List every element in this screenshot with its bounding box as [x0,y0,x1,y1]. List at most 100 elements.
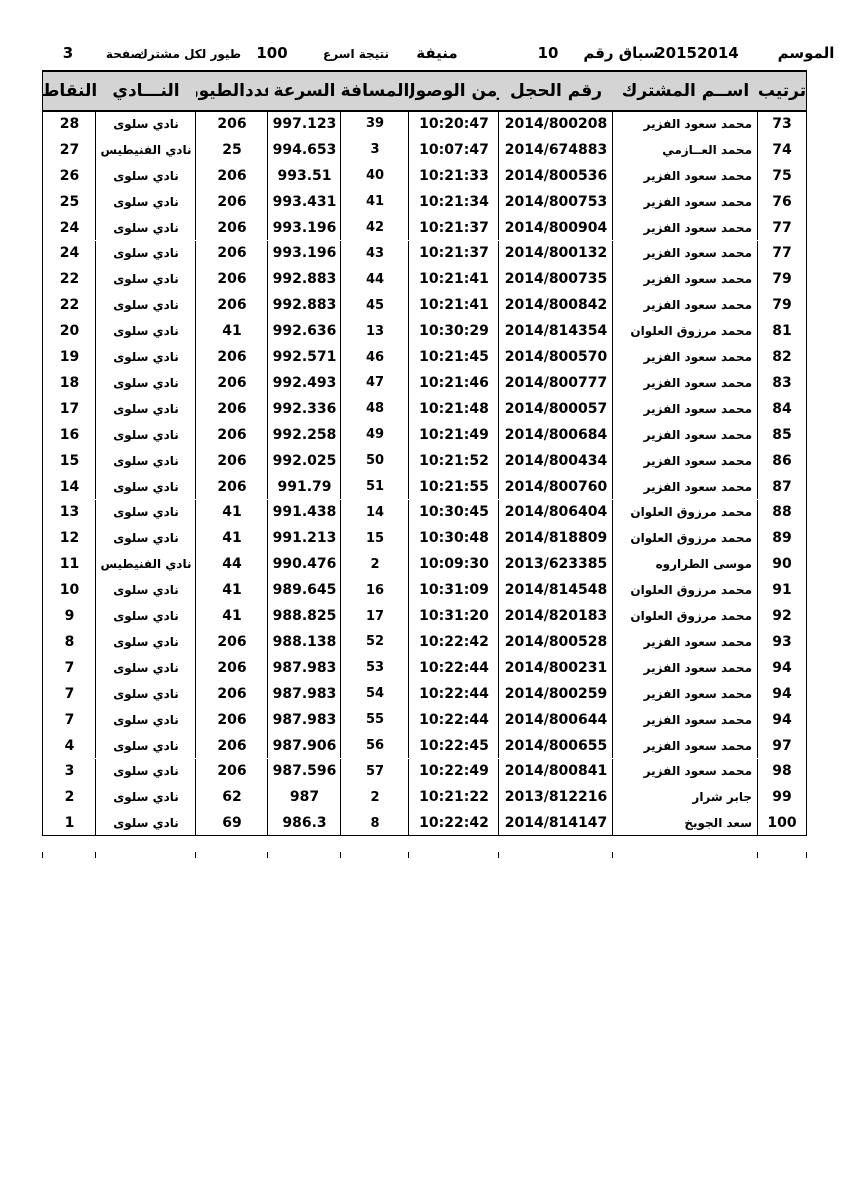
distance-cell: 43 [340,240,409,267]
distance-cell: 51 [340,473,409,500]
speed-cell: 992.883 [267,266,341,293]
distance-cell: 48 [340,395,409,422]
bird-count-cell: 206 [195,421,268,448]
club-cell: نادي سلوى [95,188,196,215]
rule-tick [408,852,409,858]
bird-count-cell: 69 [195,810,268,837]
speed-cell: 992.571 [267,344,341,370]
distance-cell: 44 [340,266,409,293]
speed-cell: 993.431 [267,188,341,215]
arrival-time-cell: 10:21:48 [408,395,499,422]
bird-count-cell: 206 [195,214,268,241]
speed-cell: 987.596 [267,758,341,785]
arrival-time-cell: 10:21:37 [408,240,499,267]
club-cell: نادي سلوى [95,732,196,759]
participant-cell: محمد سعود الفزير [612,214,758,241]
distance-cell: 50 [340,447,409,474]
distance-cell: 42 [340,214,409,241]
arrival-time-cell: 10:22:42 [408,810,499,837]
club-cell: نادي سلوى [95,214,196,241]
participant-cell: سعد الجويخ [612,810,758,837]
bird-count-cell: 41 [195,318,268,345]
participant-cell: محمد سعود الفزير [612,162,758,189]
arrival-time-cell: 10:30:45 [408,499,499,526]
bird-count-cell: 206 [195,395,268,422]
club-cell: نادي سلوى [95,603,196,629]
arrival-time-cell: 10:21:52 [408,447,499,474]
participant-cell: محمد سعود الفزير [612,292,758,319]
participant-cell: محمد سعود الفزير [612,654,758,681]
rule-tick [757,852,758,858]
ring-number-cell: 2014/674883 [498,136,613,163]
rule-tick [267,852,268,858]
column-header: زمن الوصول [408,70,499,112]
distance-cell: 53 [340,654,409,681]
club-cell: نادي سلوى [95,240,196,267]
bird-count-cell: 44 [195,551,268,578]
bird-count-cell: 206 [195,111,268,137]
ring-number-cell: 2014/800208 [498,111,613,137]
club-cell: نادي سلوى [95,810,196,837]
column-header: اســم المشترك [612,70,758,112]
column-header: المسافة [340,70,409,112]
ring-number-cell: 2014/814548 [498,577,613,604]
arrival-time-cell: 10:22:49 [408,758,499,785]
distance-cell: 2 [340,784,409,811]
participant-cell: محمد مرزوق العلوان [612,318,758,345]
speed-cell: 988.825 [267,603,341,629]
arrival-time-cell: 10:31:20 [408,603,499,629]
arrival-time-cell: 10:31:09 [408,577,499,604]
ring-number-cell: 2014/818809 [498,525,613,552]
distance-cell: 55 [340,706,409,733]
distance-cell: 16 [340,577,409,604]
speed-cell: 993.51 [267,162,341,189]
bird-count-cell: 206 [195,266,268,293]
column-header: النـــادي [95,70,196,112]
column-header: رقم الحجل [498,70,613,112]
participant-cell: محمد سعود الفزير [612,266,758,293]
club-cell: نادي سلوى [95,629,196,655]
distance-cell: 3 [340,136,409,163]
bird-count-cell: 206 [195,680,268,707]
arrival-time-cell: 10:22:45 [408,732,499,759]
season-label: الموسم [777,44,835,62]
arrival-time-cell: 10:21:37 [408,214,499,241]
arrival-time-cell: 10:22:44 [408,680,499,707]
bird-count-cell: 206 [195,706,268,733]
bird-count-cell: 206 [195,344,268,370]
distance-cell: 13 [340,318,409,345]
club-cell: نادي سلوى [95,784,196,811]
arrival-time-cell: 10:07:47 [408,136,499,163]
ring-number-cell: 2014/820183 [498,603,613,629]
club-cell: نادي الفنيطيس [95,551,196,578]
distance-cell: 14 [340,499,409,526]
participant-cell: محمد سعود الفزير [612,680,758,707]
column-header: عددالطيور [195,70,268,112]
distance-cell: 54 [340,680,409,707]
club-cell: نادي سلوى [95,266,196,293]
arrival-time-cell: 10:21:22 [408,784,499,811]
arrival-time-cell: 10:30:48 [408,525,499,552]
distance-cell: 56 [340,732,409,759]
arrival-time-cell: 10:21:41 [408,292,499,319]
participant-cell: محمد سعود الفزير [612,473,758,500]
bird-count-cell: 206 [195,370,268,396]
ring-number-cell: 2014/800841 [498,758,613,785]
speed-cell: 987.983 [267,706,341,733]
participant-cell: محمد سعود الفزير [612,706,758,733]
arrival-time-cell: 10:30:29 [408,318,499,345]
ring-number-cell: 2014/800842 [498,292,613,319]
ring-number-cell: 2014/800536 [498,162,613,189]
rule-tick [806,852,807,858]
bird-count: 100 [256,44,288,62]
speed-cell: 992.258 [267,421,341,448]
rule-tick [195,852,196,858]
ring-number-cell: 2014/800259 [498,680,613,707]
speed-cell: 991.438 [267,499,341,526]
speed-cell: 991.79 [267,473,341,500]
ring-number-cell: 2014/806404 [498,499,613,526]
distance-cell: 52 [340,629,409,655]
distance-cell: 45 [340,292,409,319]
